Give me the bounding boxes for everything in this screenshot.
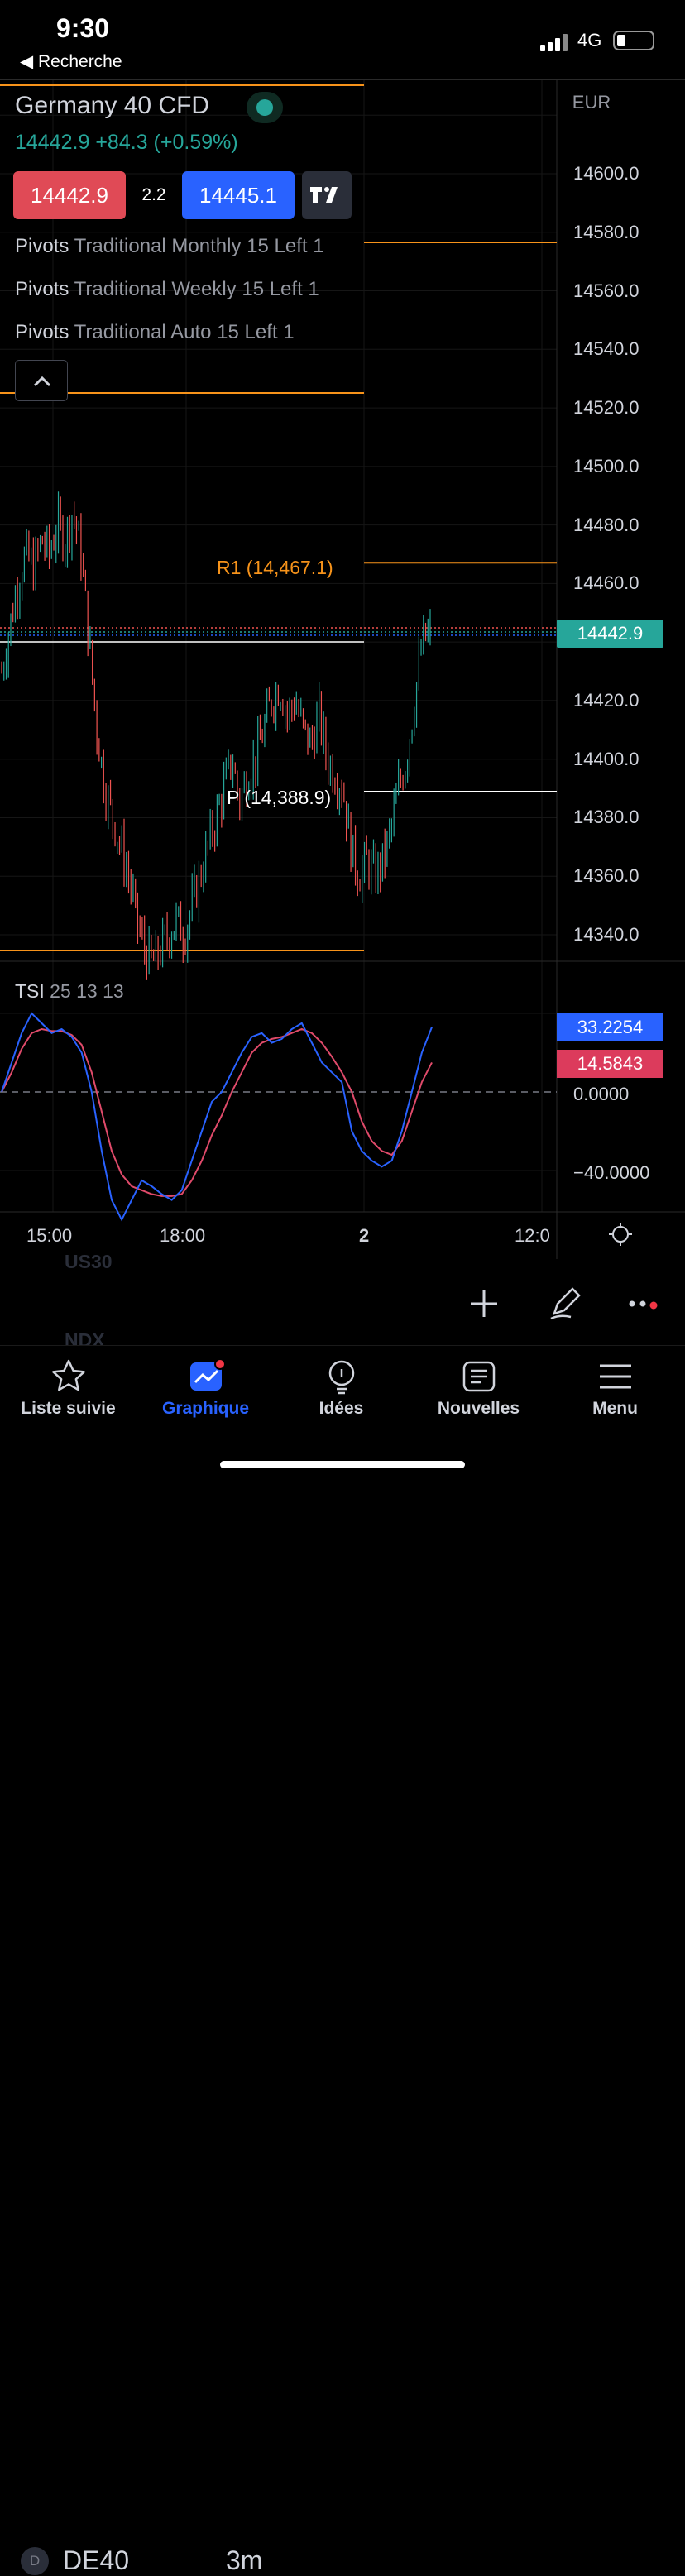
tsi-signal-line xyxy=(1,1027,433,1197)
pivot-lines xyxy=(0,84,557,951)
chart-icon xyxy=(190,1358,226,1391)
symbol-badge: D xyxy=(21,2547,49,2575)
indicator-legend-pivots-weekly[interactable]: Pivots Traditional Weekly 15 Left 1 xyxy=(15,278,319,300)
menu-icon xyxy=(600,1364,631,1389)
indicator-legend-pivots-auto[interactable]: Pivots Traditional Auto 15 Left 1 xyxy=(15,321,295,343)
tsi-legend[interactable]: TSI 25 13 13 xyxy=(15,980,124,1002)
price-tick: 14380.0 xyxy=(573,807,639,828)
market-open-icon xyxy=(247,92,283,123)
lightbulb-icon xyxy=(328,1360,355,1395)
tsi-line xyxy=(1,1012,433,1222)
tab-news[interactable]: Nouvelles xyxy=(410,1346,547,1437)
last-price: 14442.9 xyxy=(15,131,90,154)
tradingview-logo-button[interactable] xyxy=(302,171,352,219)
price-tick: 14340.0 xyxy=(573,924,639,945)
cellular-signal-icon xyxy=(540,33,570,51)
chart-toolbar: D DE40 3m xyxy=(0,1259,685,2575)
time-tick: 18:00 xyxy=(160,1225,206,1246)
symbol-selector[interactable]: DE40 xyxy=(63,2545,130,2575)
last-price-marker: 14442.9 xyxy=(557,620,663,648)
battery-icon xyxy=(613,31,654,50)
price-tick: 14560.0 xyxy=(573,280,639,301)
more-options-icon[interactable] xyxy=(627,1292,660,1317)
collapse-legend-button[interactable] xyxy=(15,360,68,401)
tab-menu[interactable]: Menu xyxy=(547,1346,683,1437)
tab-ideas[interactable]: Idées xyxy=(273,1346,410,1437)
tab-watchlist[interactable]: Liste suivie xyxy=(0,1346,137,1437)
price-tick: 14460.0 xyxy=(573,572,639,594)
tsi-tick-neg: −40.0000 xyxy=(573,1162,650,1183)
symbol-suggestion-above: US30 xyxy=(65,1251,113,1272)
back-to-search-link[interactable]: ◀ Recherche xyxy=(20,52,122,71)
chart-settings-icon[interactable] xyxy=(608,1222,633,1247)
news-icon xyxy=(462,1361,496,1392)
price-tick: 14520.0 xyxy=(573,397,639,419)
add-icon[interactable] xyxy=(468,1288,500,1319)
status-time: 9:30 xyxy=(56,13,110,43)
price-tick: 14360.0 xyxy=(573,865,639,887)
tradingview-icon xyxy=(310,187,338,203)
indicator-legend-pivots-monthly[interactable]: Pivots Traditional Monthly 15 Left 1 xyxy=(15,235,324,257)
home-indicator xyxy=(220,1461,465,1468)
divider xyxy=(0,79,685,80)
price-change-row: 14442.9 +84.3 (+0.59%) xyxy=(15,131,238,155)
status-bar: 9:30 ◀ Recherche 4G xyxy=(0,0,685,79)
interval-selector[interactable]: 3m xyxy=(226,2545,263,2575)
price-tick: 14540.0 xyxy=(573,338,639,360)
buy-button[interactable]: 14445.1 xyxy=(182,171,295,219)
pivot-p-label: P (14,388.9) xyxy=(227,787,332,808)
symbol-title[interactable]: Germany 40 CFD xyxy=(15,92,210,119)
tab-chart[interactable]: Graphique xyxy=(137,1346,274,1437)
network-type: 4G xyxy=(577,30,602,50)
tsi-value-marker: 33.2254 xyxy=(557,1013,663,1041)
currency-label: EUR xyxy=(572,92,611,113)
price-tick: 14500.0 xyxy=(573,455,639,476)
time-tick: 12:0 xyxy=(515,1225,550,1246)
time-tick: 15:00 xyxy=(26,1225,73,1246)
price-tick: 14580.0 xyxy=(573,221,639,242)
tsi-pane xyxy=(0,1012,557,1222)
drawing-pen-icon[interactable] xyxy=(548,1284,586,1322)
tab-bar: Liste suivie Graphique Idées Nouvelles M… xyxy=(0,1345,685,1482)
tsi-tick-zero: 0.0000 xyxy=(573,1084,630,1104)
pivot-r1-label: R1 (14,467.1) xyxy=(217,557,333,578)
spread-value: 2.2 xyxy=(141,185,166,204)
chevron-up-icon xyxy=(33,376,51,387)
sell-button[interactable]: 14442.9 xyxy=(13,171,126,219)
price-change: +84.3 (+0.59%) xyxy=(95,131,238,154)
price-tick: 14600.0 xyxy=(573,163,639,184)
price-tick: 14420.0 xyxy=(573,689,639,711)
price-tick: 14480.0 xyxy=(573,514,639,535)
candles xyxy=(1,491,431,980)
time-tick: 2 xyxy=(359,1225,370,1246)
tsi-signal-marker: 14.5843 xyxy=(557,1050,663,1078)
star-icon xyxy=(52,1359,85,1391)
price-tick: 14400.0 xyxy=(573,748,639,769)
